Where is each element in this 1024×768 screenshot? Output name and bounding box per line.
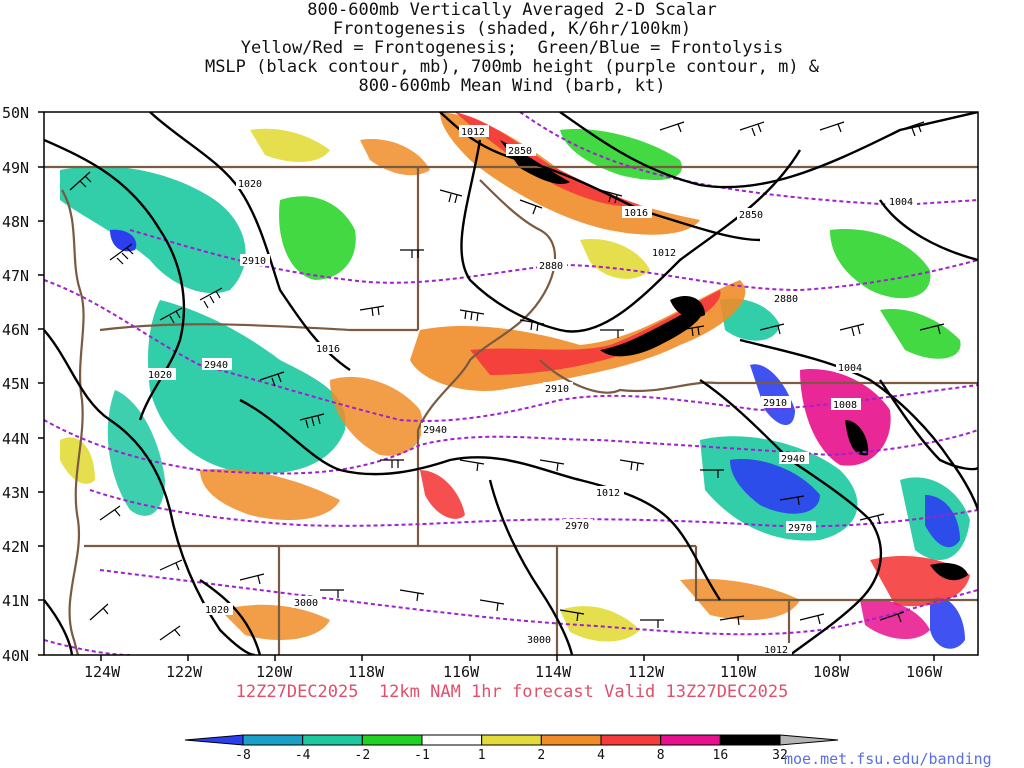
title-line-3: Yellow/Red = Frontogenesis; Green/Blue =…: [240, 38, 784, 58]
mslp-label: 1012: [596, 488, 620, 499]
mslp-contours: [44, 112, 978, 655]
colorbar-swatch: [600, 734, 662, 746]
colorbar: -8 -4 -2 -1 1 2 4 8 16 32: [184, 734, 839, 763]
mslp-label: 1016: [624, 208, 648, 219]
lat-label: 42N: [2, 538, 29, 556]
height-label: 2910: [545, 384, 569, 395]
colorbar-label: 4: [597, 748, 605, 763]
mslp-label: 1004: [889, 197, 913, 208]
title-line-1: 800-600mb Vertically Averaged 2-D Scalar: [307, 0, 717, 20]
mslp-label: 1016: [316, 344, 340, 355]
colorbar-swatch: [184, 734, 244, 746]
colorbar-label: 1: [478, 748, 486, 763]
height-label: 2880: [774, 294, 798, 305]
valid-time-text: 12Z27DEC2025 12km NAM 1hr forecast Valid…: [235, 682, 789, 702]
latitude-axis: 50N 49N 48N 47N 46N 45N 44N 43N 42N 41N …: [2, 104, 44, 665]
mslp-label: 1020: [205, 605, 229, 616]
height-label-group: 2850 2910 2880 2850 2880 2940 2910 2910 …: [202, 144, 816, 646]
lon-label: 112W: [628, 663, 665, 681]
mslp-label: 1020: [148, 370, 172, 381]
lat-label: 40N: [2, 647, 29, 665]
longitude-axis: 124W 122W 120W 118W 116W 114W 112W 110W …: [84, 655, 943, 681]
lat-label: 44N: [2, 430, 29, 448]
colorbar-swatch: [779, 734, 839, 746]
lat-label: 43N: [2, 484, 29, 502]
colorbar-swatch: [302, 734, 363, 746]
colorbar-label: -1: [414, 748, 430, 763]
colorbar-label: -4: [295, 748, 311, 763]
lon-label: 122W: [166, 663, 203, 681]
lon-label: 118W: [348, 663, 385, 681]
colorbar-swatch: [540, 734, 602, 746]
lat-label: 41N: [2, 592, 29, 610]
colorbar-swatch: [660, 734, 721, 746]
colorbar-swatch: [242, 734, 304, 746]
credit-link[interactable]: moe.met.fsu.edu/banding: [784, 750, 992, 768]
lon-label: 110W: [720, 663, 757, 681]
wind-barbs: [69, 121, 945, 641]
height-label: 2910: [242, 256, 266, 267]
height-label: 2880: [539, 261, 563, 272]
title-line-2: Frontogenesis (shaded, K/6hr/100km): [332, 19, 692, 39]
height-label: 3000: [294, 598, 318, 609]
lon-label: 114W: [535, 663, 572, 681]
mslp-label: 1012: [461, 127, 485, 138]
lat-label: 45N: [2, 375, 29, 393]
colorbar-swatch: [481, 734, 542, 746]
height-label: 2910: [763, 398, 787, 409]
lon-label: 120W: [256, 663, 293, 681]
height-label: 2940: [423, 425, 447, 436]
colorbar-label: 16: [713, 748, 729, 763]
colorbar-label: -2: [355, 748, 371, 763]
title-line-4: MSLP (black contour, mb), 700mb height (…: [204, 57, 820, 77]
mslp-label: 1020: [238, 179, 262, 190]
height-label: 2850: [508, 146, 532, 157]
mslp-label-group: 1012 1020 1016 1012 1004 1020 1016 1008 …: [146, 125, 917, 656]
lat-label: 48N: [2, 213, 29, 231]
mslp-label: 1012: [764, 645, 788, 656]
colorbar-label: 2: [537, 748, 545, 763]
colorbar-label: -8: [235, 748, 251, 763]
title-line-5: 800-600mb Mean Wind (barb, kt): [358, 76, 666, 96]
lat-label: 46N: [2, 321, 29, 339]
height-label: 2850: [739, 210, 763, 221]
mslp-label: 1008: [833, 400, 857, 411]
lat-label: 49N: [2, 159, 29, 177]
political-borders: [44, 165, 978, 655]
height-label: 2970: [788, 523, 812, 534]
mslp-label: 1004: [838, 363, 862, 374]
frontogenesis-shading: [60, 112, 970, 649]
lat-label: 47N: [2, 267, 29, 285]
colorbar-swatch: [421, 734, 483, 746]
colorbar-label: 32: [772, 748, 788, 763]
map-title: 800-600mb Vertically Averaged 2-D Scalar…: [0, 1, 1024, 96]
height-label: 2940: [781, 454, 805, 465]
colorbar-swatch: [361, 734, 423, 746]
height-label: 2970: [565, 521, 589, 532]
mslp-label: 1012: [652, 248, 676, 259]
height-label: 2940: [204, 360, 228, 371]
colorbar-swatch: [719, 734, 781, 746]
lon-label: 108W: [813, 663, 850, 681]
colorbar-label: 8: [657, 748, 665, 763]
lon-label: 116W: [443, 663, 480, 681]
height-label: 3000: [527, 635, 551, 646]
lon-label: 106W: [906, 663, 943, 681]
lat-label: 50N: [2, 104, 29, 122]
lon-label: 124W: [84, 663, 121, 681]
